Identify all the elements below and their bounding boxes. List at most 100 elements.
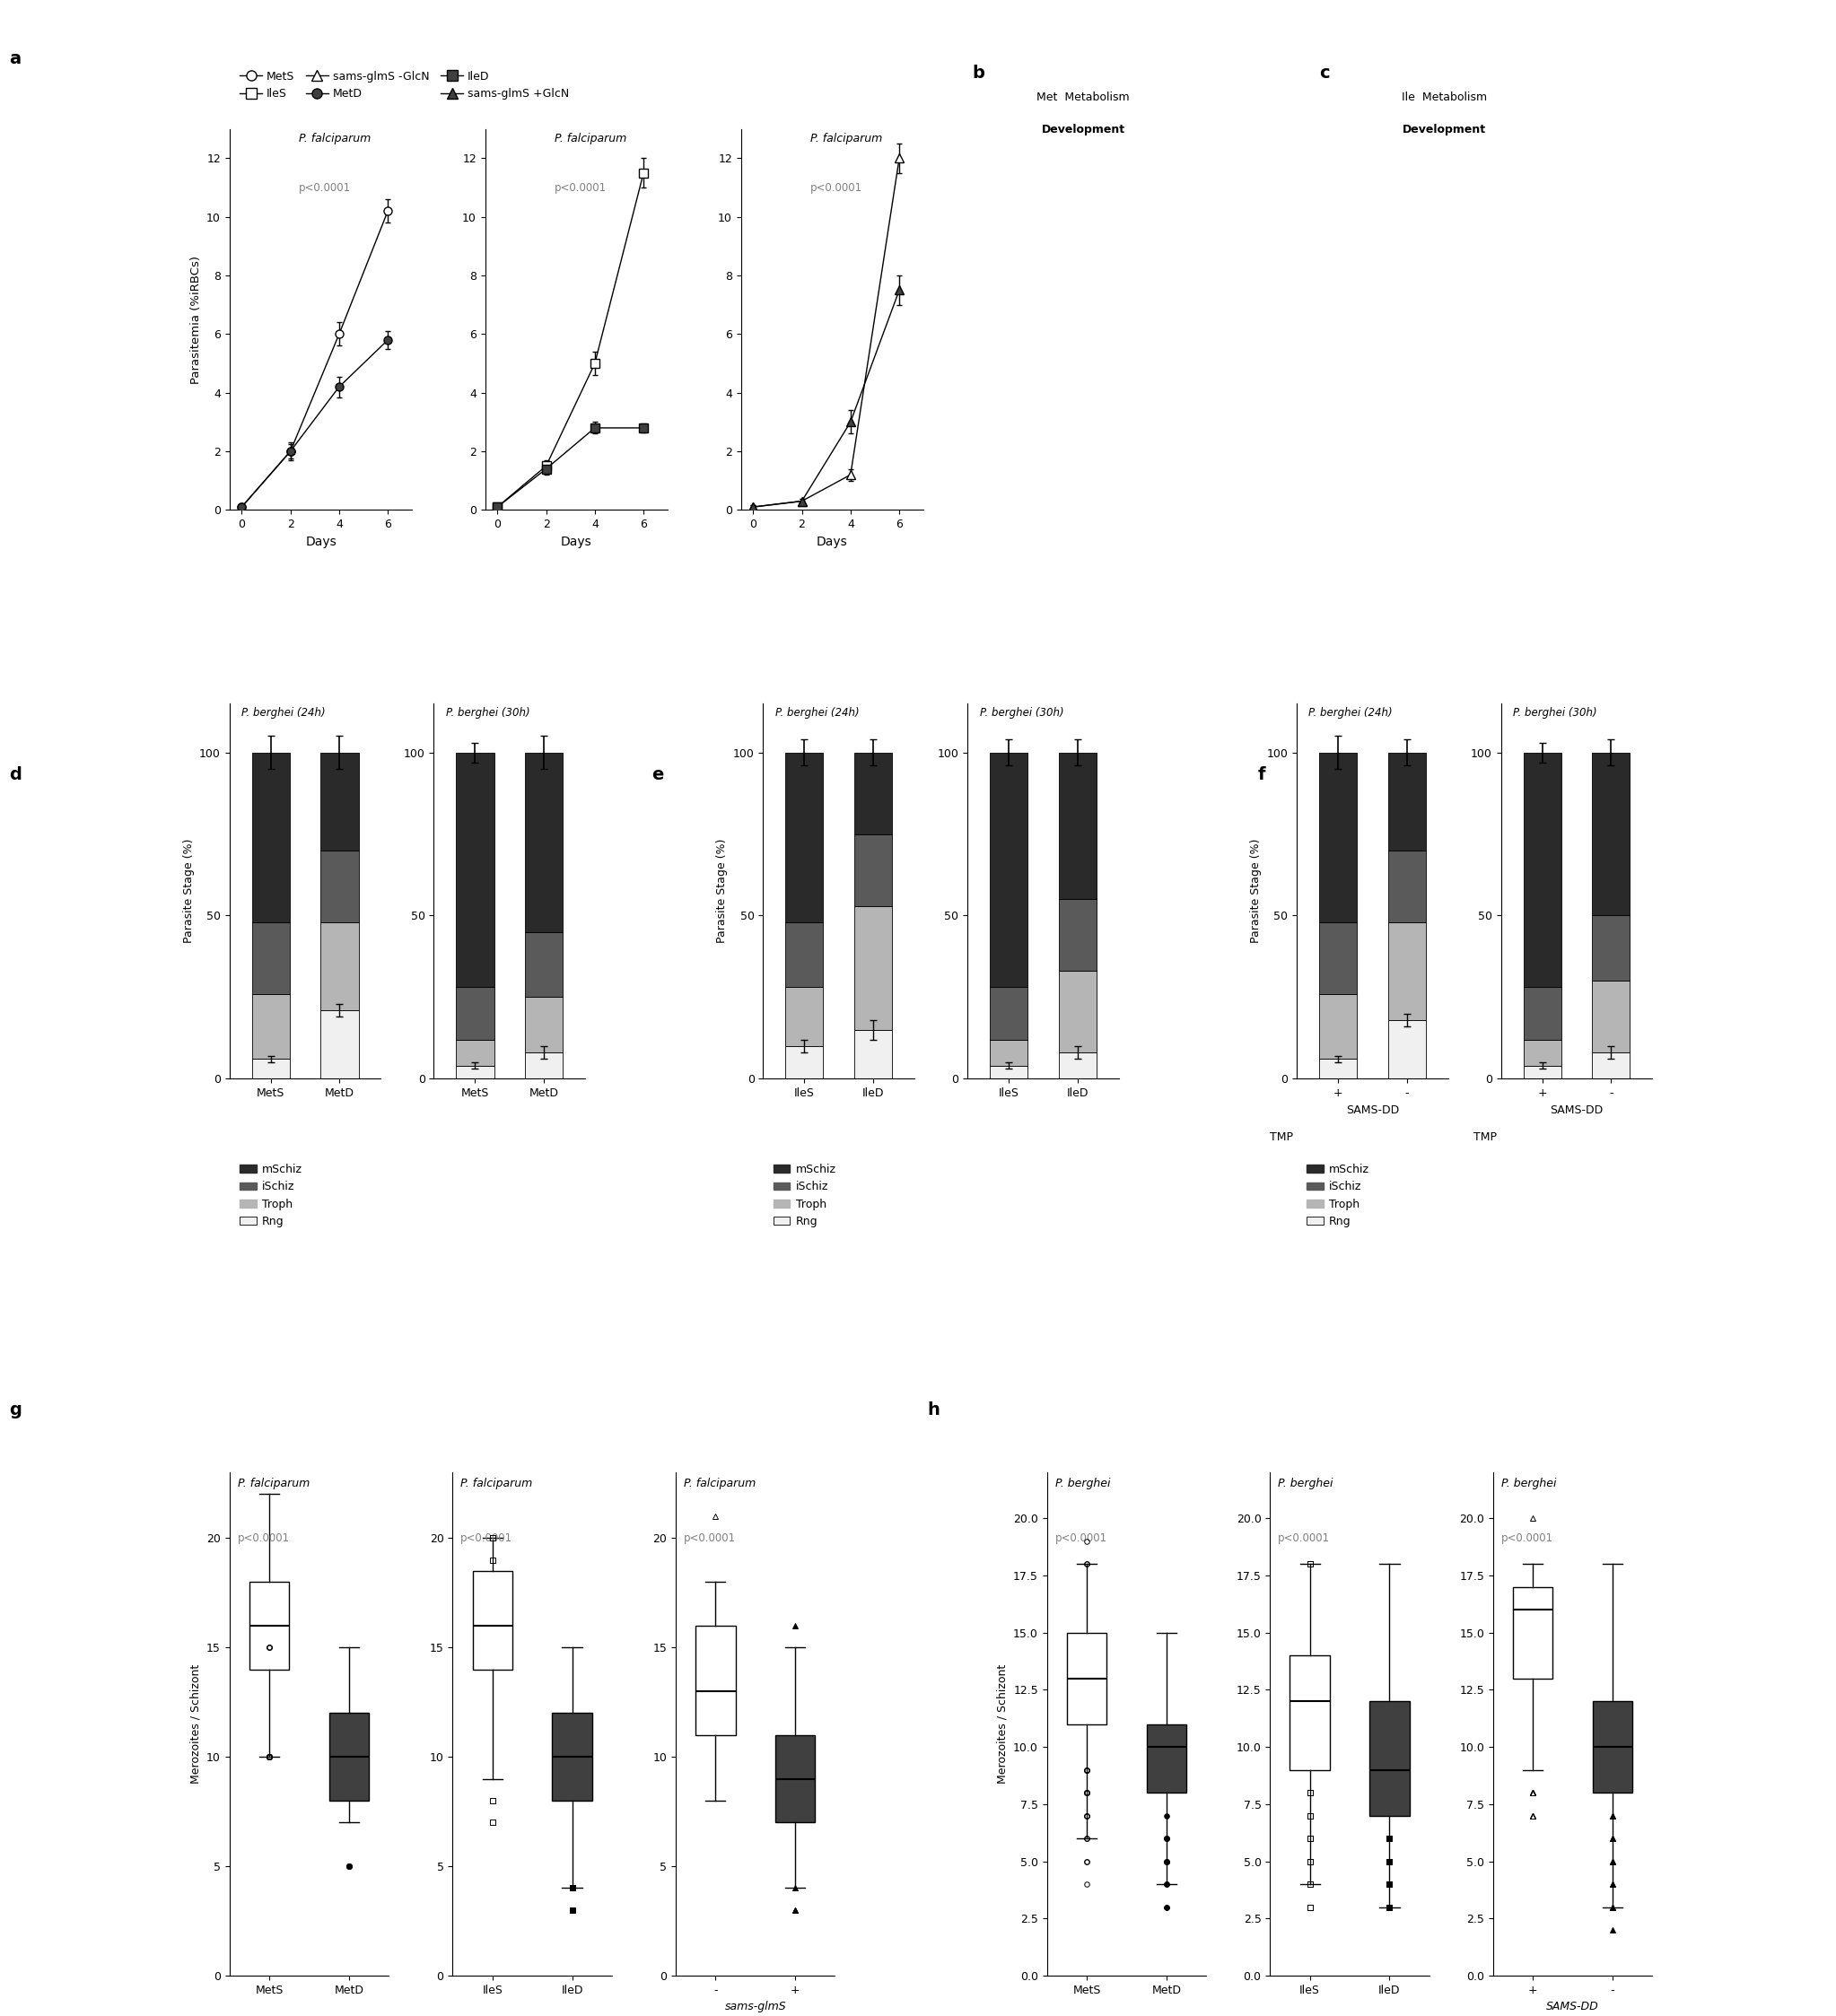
Bar xyxy=(1592,1052,1630,1079)
Bar xyxy=(854,905,892,1030)
X-axis label: sams-glmS: sams-glmS xyxy=(725,2002,786,2012)
Bar xyxy=(990,1040,1028,1066)
Text: P. berghei (30h): P. berghei (30h) xyxy=(980,708,1063,720)
Bar xyxy=(321,921,358,1010)
Bar xyxy=(786,988,823,1046)
Bar xyxy=(1524,988,1561,1040)
Text: P. falciparum: P. falciparum xyxy=(461,1478,532,1490)
Bar xyxy=(525,931,564,998)
Text: P. berghei (30h): P. berghei (30h) xyxy=(1513,708,1597,720)
Text: p<0.0001: p<0.0001 xyxy=(1278,1532,1329,1544)
Bar xyxy=(1524,1040,1561,1066)
Text: P. falciparum: P. falciparum xyxy=(299,133,371,145)
Text: c: c xyxy=(1320,65,1329,83)
Text: P. berghei (24h): P. berghei (24h) xyxy=(775,708,859,720)
X-axis label: SAMS-DD: SAMS-DD xyxy=(1546,2002,1599,2012)
Legend: mSchiz, iSchiz, Troph, Rng: mSchiz, iSchiz, Troph, Rng xyxy=(1302,1159,1373,1232)
Bar xyxy=(1388,851,1427,921)
Bar xyxy=(1388,752,1427,851)
Bar xyxy=(1318,921,1357,994)
Text: p<0.0001: p<0.0001 xyxy=(461,1532,512,1544)
Bar xyxy=(1388,921,1427,1020)
Bar xyxy=(252,752,290,921)
Bar xyxy=(455,752,494,988)
Text: f: f xyxy=(1258,766,1265,782)
Text: P. falciparum: P. falciparum xyxy=(810,133,883,145)
Bar xyxy=(321,1010,358,1079)
X-axis label: Days: Days xyxy=(305,536,336,548)
Bar xyxy=(321,851,358,921)
Bar xyxy=(321,752,358,851)
Text: p<0.0001: p<0.0001 xyxy=(810,181,863,194)
Bar xyxy=(455,1040,494,1066)
Text: p<0.0001: p<0.0001 xyxy=(299,181,351,194)
PathPatch shape xyxy=(250,1583,290,1669)
Bar xyxy=(854,1030,892,1079)
Bar xyxy=(1318,752,1357,921)
Y-axis label: Parasitemia (%iRBCs): Parasitemia (%iRBCs) xyxy=(189,256,202,383)
PathPatch shape xyxy=(1291,1655,1329,1770)
Bar xyxy=(1524,752,1561,988)
Bar xyxy=(252,994,290,1058)
Legend: mSchiz, iSchiz, Troph, Rng: mSchiz, iSchiz, Troph, Rng xyxy=(769,1159,841,1232)
Legend: mSchiz, iSchiz, Troph, Rng: mSchiz, iSchiz, Troph, Rng xyxy=(235,1159,307,1232)
Bar xyxy=(1059,1052,1096,1079)
Text: P. berghei (30h): P. berghei (30h) xyxy=(446,708,531,720)
X-axis label: Days: Days xyxy=(817,536,848,548)
Y-axis label: Merozoites / Schizont: Merozoites / Schizont xyxy=(997,1665,1008,1784)
Bar xyxy=(990,988,1028,1040)
Bar xyxy=(1592,980,1630,1052)
Text: g: g xyxy=(9,1401,22,1417)
Bar xyxy=(1059,899,1096,972)
Text: P. berghei: P. berghei xyxy=(1502,1478,1557,1490)
Bar xyxy=(525,1052,564,1079)
Bar xyxy=(1592,915,1630,980)
Text: P. falciparum: P. falciparum xyxy=(237,1478,310,1490)
X-axis label: Days: Days xyxy=(562,536,593,548)
Bar xyxy=(252,1058,290,1079)
Text: a: a xyxy=(9,50,20,67)
Text: p<0.0001: p<0.0001 xyxy=(237,1532,290,1544)
PathPatch shape xyxy=(472,1570,512,1669)
Text: b: b xyxy=(973,65,984,83)
Y-axis label: Parasite Stage (%): Parasite Stage (%) xyxy=(716,839,727,943)
PathPatch shape xyxy=(1067,1633,1107,1724)
Text: h: h xyxy=(927,1401,940,1417)
Text: Development: Development xyxy=(1041,123,1125,135)
Bar xyxy=(786,921,823,988)
Bar xyxy=(786,1046,823,1079)
Bar xyxy=(1318,1058,1357,1079)
Text: e: e xyxy=(652,766,665,782)
Bar xyxy=(854,835,892,905)
Legend: MetS, IleS, sams-glmS -GlcN, MetD, IleD, sams-glmS +GlcN: MetS, IleS, sams-glmS -GlcN, MetD, IleD,… xyxy=(235,67,573,105)
Y-axis label: Parasite Stage (%): Parasite Stage (%) xyxy=(184,839,195,943)
Text: TMP: TMP xyxy=(1269,1131,1293,1143)
PathPatch shape xyxy=(1513,1587,1553,1677)
Text: p<0.0001: p<0.0001 xyxy=(1056,1532,1107,1544)
PathPatch shape xyxy=(696,1625,736,1736)
Bar xyxy=(1059,752,1096,899)
X-axis label: SAMS-DD: SAMS-DD xyxy=(1346,1105,1399,1115)
PathPatch shape xyxy=(553,1714,591,1800)
Text: P. berghei: P. berghei xyxy=(1056,1478,1111,1490)
Bar xyxy=(455,988,494,1040)
Text: P. berghei (24h): P. berghei (24h) xyxy=(1309,708,1394,720)
Text: P. berghei (24h): P. berghei (24h) xyxy=(242,708,325,720)
Text: P. falciparum: P. falciparum xyxy=(683,1478,756,1490)
Bar xyxy=(1524,1066,1561,1079)
Text: p<0.0001: p<0.0001 xyxy=(1502,1532,1553,1544)
Bar xyxy=(1592,752,1630,915)
Bar xyxy=(455,1066,494,1079)
Y-axis label: Parasite Stage (%): Parasite Stage (%) xyxy=(1250,839,1261,943)
X-axis label: SAMS-DD: SAMS-DD xyxy=(1550,1105,1603,1115)
Text: p<0.0001: p<0.0001 xyxy=(554,181,606,194)
Bar xyxy=(1059,972,1096,1052)
PathPatch shape xyxy=(1592,1702,1632,1792)
Bar xyxy=(252,921,290,994)
Text: Met  Metabolism: Met Metabolism xyxy=(1037,93,1129,103)
Y-axis label: Merozoites / Schizont: Merozoites / Schizont xyxy=(189,1665,202,1784)
Bar xyxy=(1318,994,1357,1058)
Text: TMP: TMP xyxy=(1474,1131,1496,1143)
Bar xyxy=(990,752,1028,988)
Text: P. berghei: P. berghei xyxy=(1278,1478,1333,1490)
